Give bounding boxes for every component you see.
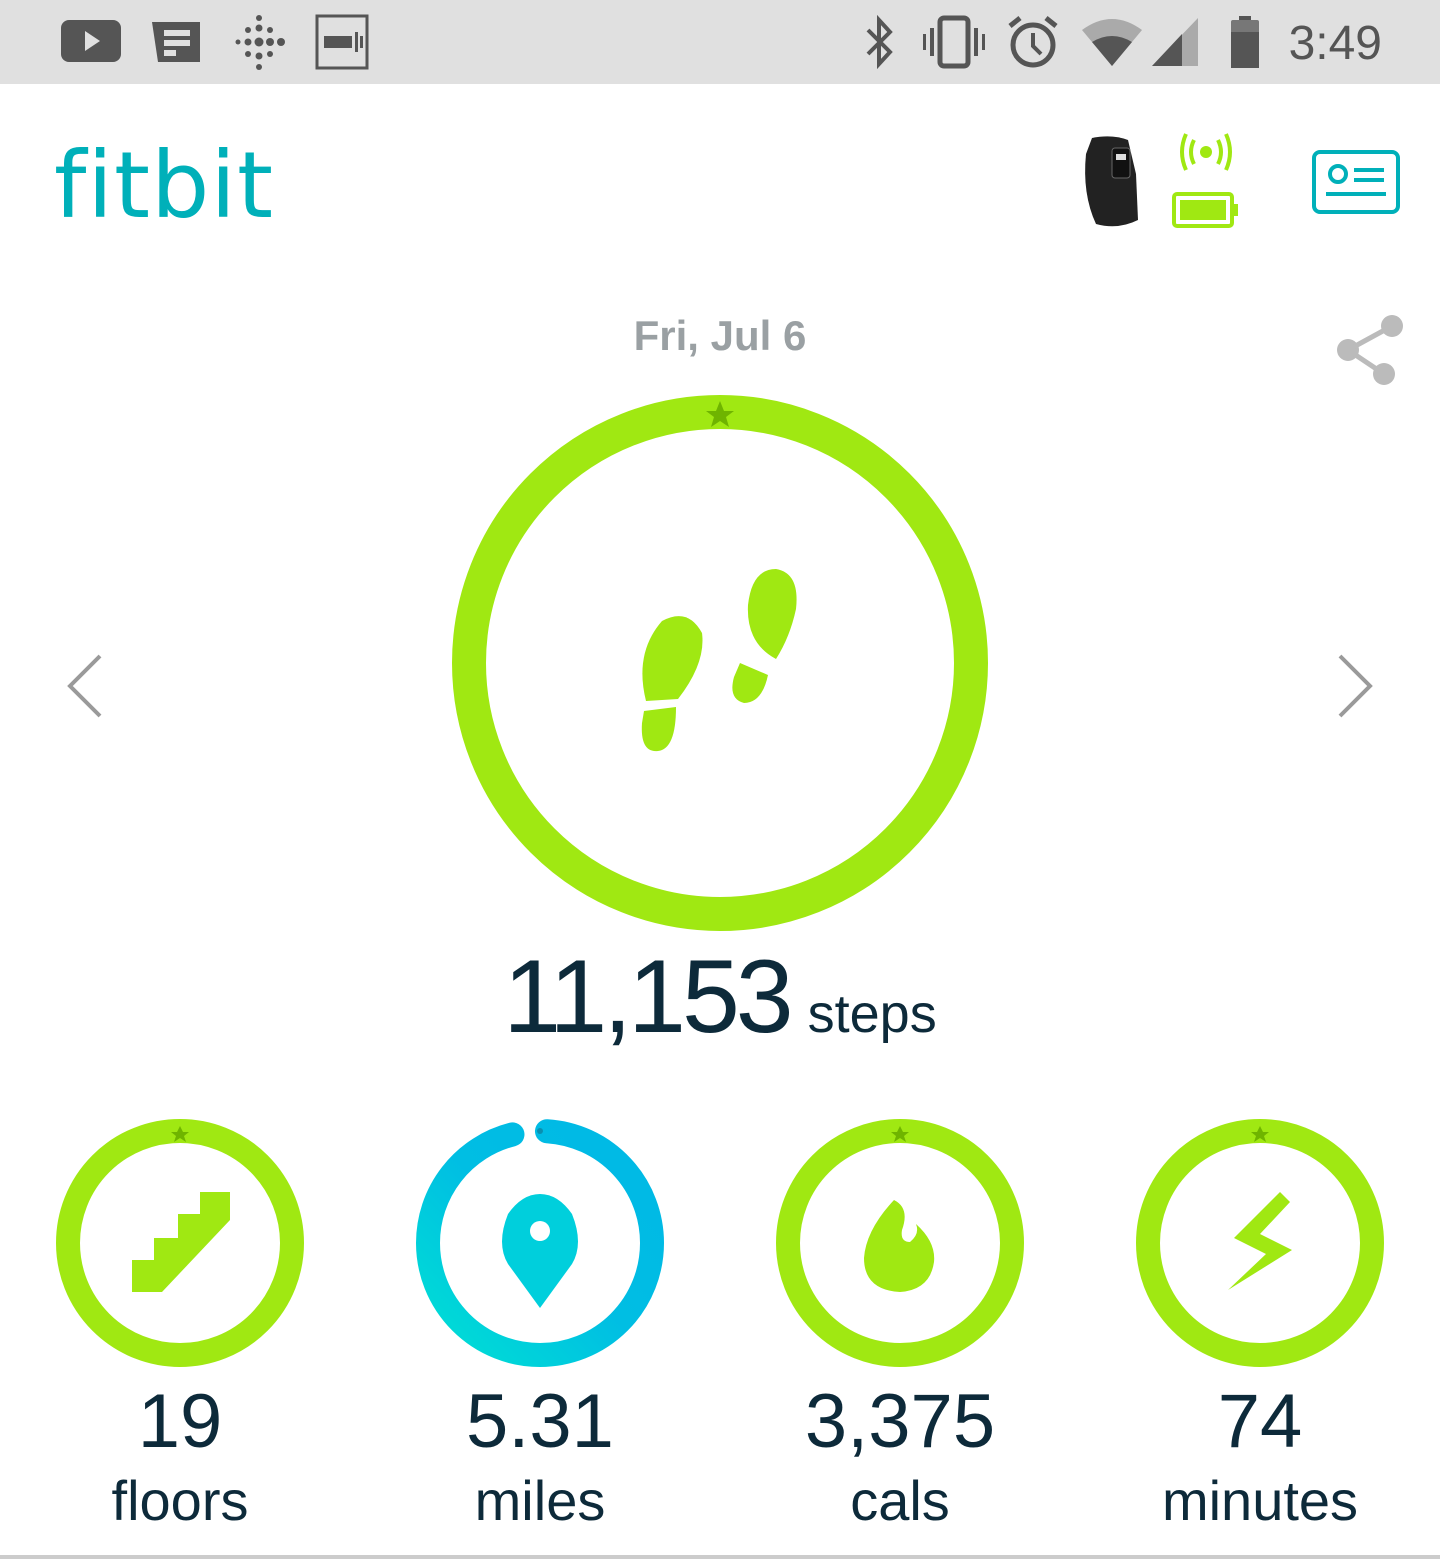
sync-signal-icon: [1180, 133, 1232, 171]
device-battery-icon: [1172, 192, 1238, 228]
minutes-label: minutes: [1161, 1469, 1359, 1532]
minutes-ring: [1136, 1119, 1384, 1367]
fitbit-logo: fitbit: [54, 132, 275, 239]
steps-ring-progress: [452, 395, 988, 931]
floors-value: 19: [137, 1379, 223, 1464]
bluetooth-icon: [866, 14, 893, 70]
miles-label: miles: [474, 1469, 606, 1532]
stat-active-minutes[interactable]: 74 minutes: [1110, 1118, 1410, 1532]
miles-value: 5.31: [466, 1379, 614, 1464]
share-icon[interactable]: [1334, 312, 1406, 388]
miles-ring: [416, 1119, 664, 1367]
youtube-icon: [61, 20, 121, 62]
stat-miles[interactable]: 5.31 miles: [390, 1118, 690, 1532]
steps-unit: steps: [807, 984, 937, 1044]
date-label: Fri, Jul 6: [633, 312, 807, 359]
profile-card-icon[interactable]: [1312, 150, 1400, 214]
news-icon: [152, 22, 200, 62]
goal-star-icon: [891, 1126, 909, 1142]
clock: 3:49: [1288, 17, 1382, 70]
floors-ring: [56, 1119, 304, 1367]
location-pin-icon: [502, 1194, 578, 1308]
wifi-icon: [1082, 19, 1142, 66]
next-day-arrow-icon[interactable]: [1332, 652, 1378, 720]
calories-ring: [776, 1119, 1024, 1367]
previous-day-arrow-icon[interactable]: [62, 652, 108, 720]
lightning-icon: [1228, 1192, 1292, 1290]
goal-star-icon: [1251, 1126, 1269, 1142]
battery-icon: [1231, 16, 1259, 68]
goal-star-icon: [706, 401, 734, 427]
calories-value: 3,375: [804, 1379, 996, 1464]
stat-floors[interactable]: 19 floors: [30, 1118, 330, 1532]
footprints-icon: [641, 569, 797, 752]
goal-marker: [537, 1128, 543, 1134]
calories-label: cals: [850, 1469, 950, 1532]
goal-star-icon: [171, 1126, 189, 1142]
barcode-icon: [315, 14, 369, 70]
steps-summary: 11,153 steps: [0, 938, 1440, 1057]
steps-ring[interactable]: [450, 393, 990, 933]
fitbit-dots-icon: [235, 15, 285, 70]
status-bar: 3:49: [0, 0, 1440, 84]
flame-icon: [864, 1200, 935, 1292]
signal-icon: [1152, 18, 1198, 66]
steps-value: 11,153: [503, 939, 793, 1055]
stairs-icon: [132, 1192, 230, 1292]
stat-calories[interactable]: 3,375 cals: [750, 1118, 1050, 1532]
tracker-icon[interactable]: [1078, 134, 1144, 230]
vibrate-icon: [923, 15, 985, 69]
minutes-value: 74: [1217, 1379, 1303, 1464]
alarm-icon: [1008, 16, 1058, 68]
floors-label: floors: [111, 1469, 249, 1532]
divider: [0, 1555, 1440, 1559]
